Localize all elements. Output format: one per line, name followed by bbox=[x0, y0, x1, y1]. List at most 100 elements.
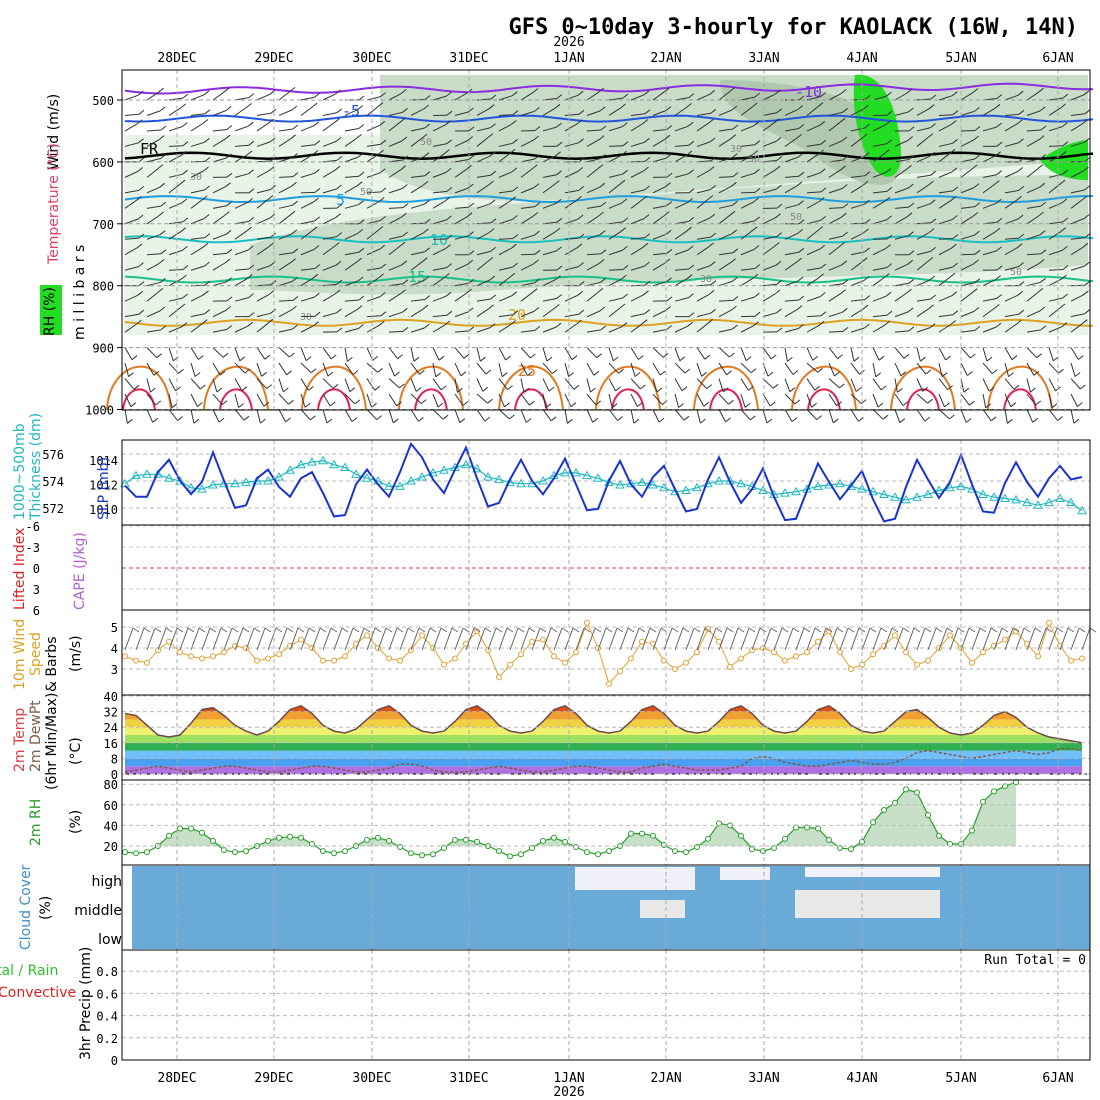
wind-barb-flag bbox=[1016, 243, 1023, 249]
thickness-marker bbox=[1066, 497, 1076, 507]
wind10m-marker bbox=[397, 657, 403, 664]
wind-barb-flag bbox=[138, 309, 145, 315]
wind-barb-flag bbox=[444, 196, 451, 202]
wind-barb bbox=[344, 280, 359, 287]
wind-barb-flag bbox=[930, 294, 937, 300]
wind10m-barb bbox=[311, 627, 321, 651]
thickness-marker bbox=[912, 492, 922, 501]
wind-barb-flag bbox=[437, 402, 444, 408]
wind-barb-flag bbox=[269, 213, 276, 219]
wind-barb bbox=[784, 251, 799, 256]
wind-barb bbox=[344, 393, 356, 405]
isotherm-label: 10 bbox=[430, 231, 448, 249]
temp2m-tick-label: 0 bbox=[111, 768, 118, 782]
wind-barb-flag bbox=[1039, 306, 1046, 312]
wind10m-barb bbox=[135, 627, 145, 651]
wind-barb bbox=[982, 378, 990, 392]
thickness-marker bbox=[879, 489, 889, 498]
wind10m-barb bbox=[872, 627, 882, 651]
wind-barb-flag bbox=[622, 217, 629, 223]
wind-barb-flag bbox=[467, 259, 474, 265]
wind-barb bbox=[366, 106, 379, 116]
wind-barb bbox=[608, 393, 613, 408]
wind-barb bbox=[1026, 215, 1039, 225]
wind-barb-flag bbox=[789, 387, 796, 393]
wind10m-barb bbox=[465, 627, 475, 651]
rh2m-marker bbox=[133, 850, 139, 857]
wind-barb bbox=[674, 362, 686, 374]
wind-barb-flag bbox=[225, 229, 232, 235]
wind10m-marker bbox=[452, 655, 458, 662]
wind-barb-flag bbox=[138, 186, 145, 191]
wind-barb-flag bbox=[753, 321, 759, 327]
wind10m-barb-flag bbox=[693, 627, 701, 633]
wind-barb-flag bbox=[556, 265, 563, 271]
wind-barb-flag bbox=[216, 387, 223, 393]
wind-barb bbox=[894, 111, 909, 116]
wind-barb-flag bbox=[463, 353, 470, 359]
wind-barb bbox=[1048, 393, 1053, 408]
wind-barb bbox=[828, 311, 843, 318]
wind-barb-flag bbox=[974, 154, 981, 160]
wind-barb bbox=[630, 393, 638, 407]
wind-barb bbox=[762, 312, 777, 318]
wind-barb bbox=[608, 183, 621, 194]
wind-barb-flag bbox=[131, 355, 138, 361]
wind-barb-flag bbox=[798, 295, 805, 301]
wind-barb-flag bbox=[861, 257, 868, 263]
wind-barb-flag bbox=[929, 199, 936, 205]
wind-barb-flag bbox=[203, 90, 210, 96]
wind-barb bbox=[146, 262, 160, 271]
wind-barb bbox=[300, 296, 315, 302]
wind10m-barb bbox=[608, 627, 618, 651]
wind-barb bbox=[124, 199, 137, 209]
wind-barb bbox=[718, 176, 734, 178]
wind-barb-flag bbox=[468, 278, 475, 284]
lifted-index-title: Lifted Index bbox=[12, 528, 28, 610]
wind-barb-flag bbox=[951, 120, 957, 125]
wind-barb bbox=[850, 378, 857, 392]
rh2m-marker bbox=[496, 848, 502, 855]
wind-barb bbox=[212, 110, 227, 116]
wind10m-barb-flag bbox=[506, 627, 514, 633]
wind-barb bbox=[894, 216, 908, 225]
wind-barb-flag bbox=[1084, 280, 1091, 286]
wind-barb bbox=[476, 174, 491, 178]
thickness-marker bbox=[692, 482, 702, 492]
wind-barb bbox=[564, 113, 579, 116]
wind-barb bbox=[388, 140, 403, 147]
wind-barb bbox=[1026, 292, 1039, 302]
wind10m-barb bbox=[971, 627, 981, 651]
wind-barb bbox=[916, 137, 929, 147]
wind-barb-flag bbox=[468, 155, 475, 160]
wind-barb-flag bbox=[886, 215, 892, 221]
thickness-marker bbox=[241, 477, 251, 486]
wind10m-barb-flag bbox=[165, 627, 173, 633]
wind-barb-flag bbox=[347, 357, 353, 362]
wind-barb-flag bbox=[374, 385, 381, 391]
wind-barb bbox=[256, 347, 266, 360]
wind-barb-flag bbox=[1060, 227, 1067, 233]
wind-barb-flag bbox=[776, 279, 783, 285]
wind-barb-flag bbox=[732, 200, 738, 206]
wind-barb bbox=[828, 207, 844, 209]
wind-barb bbox=[806, 267, 821, 271]
wind-barb-flag bbox=[886, 234, 893, 240]
wind-barb-flag bbox=[241, 386, 248, 392]
wind-barb-flag bbox=[291, 305, 297, 311]
rh-contour-label: 30 bbox=[300, 312, 312, 323]
wind-barb-flag bbox=[837, 354, 843, 359]
wind10m-marker bbox=[925, 657, 931, 664]
wind-barb-flag bbox=[662, 352, 669, 358]
wind-barb-flag bbox=[490, 170, 497, 176]
wind-barb-flag bbox=[754, 311, 761, 317]
wind-barb-flag bbox=[270, 308, 276, 314]
wind-barb-flag bbox=[1008, 372, 1014, 377]
bottom-date-label: 4JAN bbox=[846, 1071, 877, 1086]
stability-tick-label: 0 bbox=[33, 562, 40, 576]
wind-barb bbox=[476, 327, 491, 333]
rh2m-marker bbox=[331, 850, 337, 857]
wind-barb bbox=[916, 362, 927, 375]
wind-barb bbox=[894, 159, 909, 163]
wind-barb-flag bbox=[530, 353, 536, 359]
